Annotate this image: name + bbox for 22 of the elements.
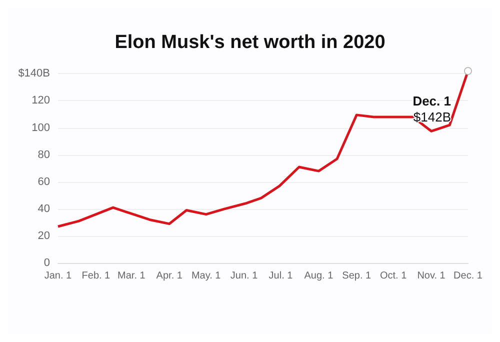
y-tick-label: 120 [32, 94, 50, 107]
x-tick-label: Jul. 1 [268, 270, 294, 282]
x-tick-label: Apr. 1 [156, 270, 183, 282]
x-tick-label: Nov. 1 [417, 270, 446, 282]
annotation: Dec. 1 $142B [412, 94, 451, 124]
y-tick-label: 20 [38, 230, 50, 242]
x-tick-label: Mar. 1 [118, 270, 146, 282]
x-tick-label: Jun. 1 [230, 270, 258, 282]
chart-title: Elon Musk's net worth in 2020 [114, 32, 386, 53]
x-tick-label: Oct. 1 [380, 270, 408, 282]
x-tick-label: Sep. 1 [342, 270, 372, 282]
y-tick-label: 80 [38, 148, 50, 161]
y-tick-label: 40 [38, 202, 50, 215]
y-tick-label: 100 [32, 122, 50, 134]
x-tick-label: May. 1 [191, 270, 222, 282]
y-tick-label: 0 [44, 257, 50, 269]
x-tick-label: Aug. 1 [304, 270, 334, 282]
y-tick-label: 60 [38, 176, 50, 188]
y-tick-label: $140B [18, 68, 50, 80]
x-tick-label: Dec. 1 [454, 270, 483, 282]
x-tick-label: Jan. 1 [44, 270, 72, 282]
x-tick-label: Feb. 1 [82, 270, 111, 282]
